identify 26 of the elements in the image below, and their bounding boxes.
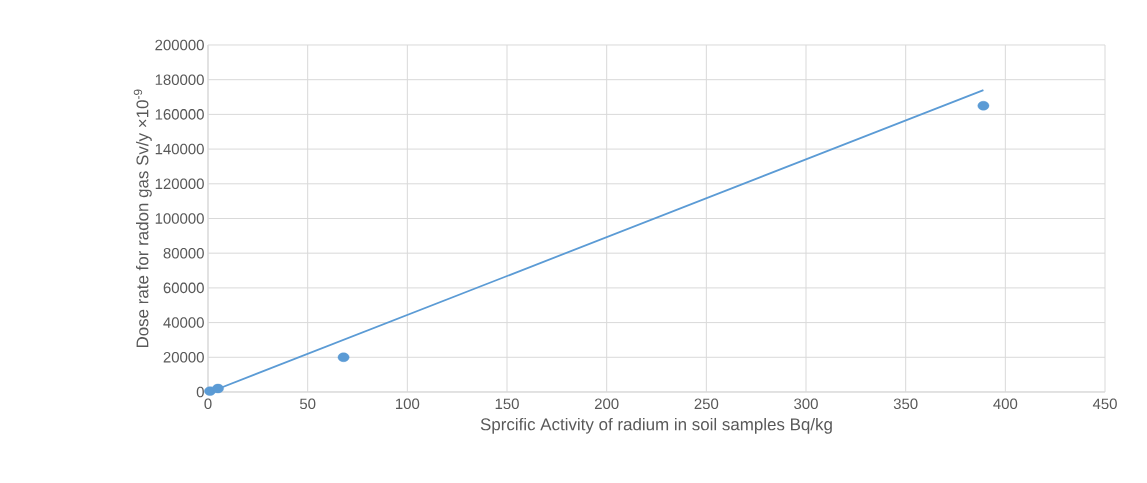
x-axis-title: Sprcific Activity of radium in soil samples Bq/kg [480,417,832,434]
x-tick-label: 450 [1092,398,1117,410]
y-tick-label: 140000 [155,143,204,155]
y-tick-label: 160000 [155,109,204,120]
x-tick-label: 250 [694,398,719,410]
y-tick-label: 20000 [163,351,204,363]
y-tick-label: 40000 [163,317,204,328]
y-tick-label: 180000 [155,74,204,85]
point [212,383,224,394]
x-tick-label: 150 [495,398,519,410]
point [337,352,350,362]
y-axis-title: Dose rate for radon gas Sv/y ×10$^{-9}$ [133,89,152,348]
y-tick-label: 0 [196,386,204,398]
x-tick-label: 400 [993,398,1018,410]
x-tick-label: 350 [893,398,918,410]
x-tick-label: 50 [299,398,316,410]
x-tick-label: 100 [396,398,420,410]
point [977,101,990,111]
x-tick-label: 200 [594,398,619,410]
x-tick-label: 0 [204,398,212,410]
y-tick-label: 100000 [155,213,204,224]
x-tick-label: 300 [794,398,818,410]
y-tick-label: 200000 [155,39,204,51]
y-tick-label: 120000 [155,178,204,190]
y-tick-label: 60000 [163,282,204,294]
y-tick-label: 80000 [163,247,204,259]
